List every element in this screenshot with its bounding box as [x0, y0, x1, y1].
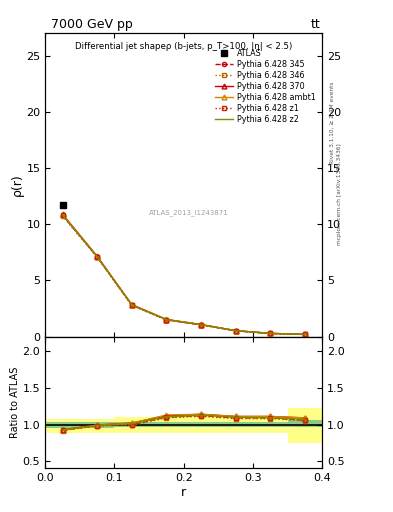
Text: mcplots.cern.ch [arXiv:1306.3436]: mcplots.cern.ch [arXiv:1306.3436]	[337, 144, 342, 245]
Y-axis label: Ratio to ATLAS: Ratio to ATLAS	[10, 367, 20, 438]
Text: 7000 GeV pp: 7000 GeV pp	[51, 18, 132, 31]
Y-axis label: ρ(r): ρ(r)	[11, 174, 24, 196]
Text: ATLAS_2013_I1243871: ATLAS_2013_I1243871	[149, 209, 229, 216]
Text: Differential jet shapeρ (b-jets, p_T>100, |η| < 2.5): Differential jet shapeρ (b-jets, p_T>100…	[75, 42, 292, 51]
X-axis label: r: r	[181, 486, 186, 499]
Text: tt: tt	[310, 18, 320, 31]
Legend: ATLAS, Pythia 6.428 345, Pythia 6.428 346, Pythia 6.428 370, Pythia 6.428 ambt1,: ATLAS, Pythia 6.428 345, Pythia 6.428 34…	[213, 47, 318, 126]
Text: Rivet 3.1.10, ≥ 2.4M events: Rivet 3.1.10, ≥ 2.4M events	[329, 81, 334, 164]
